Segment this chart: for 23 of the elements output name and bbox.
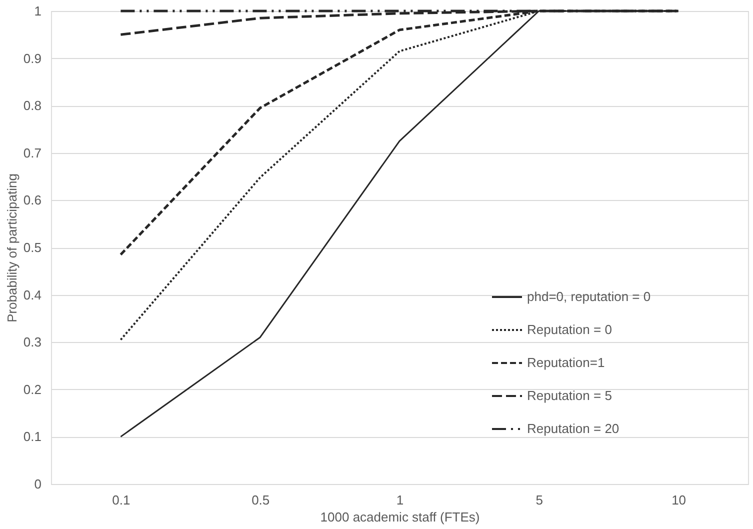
x-tick-label: 0.1 bbox=[112, 492, 130, 508]
y-tick-label: 0.6 bbox=[23, 192, 42, 208]
x-tick-label: 10 bbox=[672, 492, 686, 508]
y-tick-label: 0.5 bbox=[23, 240, 42, 255]
y-tick-label: 1 bbox=[34, 4, 42, 18]
y-tick-label: 0.3 bbox=[23, 334, 42, 350]
y-tick-label: 0.2 bbox=[23, 382, 42, 397]
x-tick-label: 0.5 bbox=[252, 492, 270, 508]
y-tick-label: 0.7 bbox=[23, 145, 42, 160]
y-tick-label: 0.4 bbox=[23, 287, 42, 302]
legend-label: phd=0, reputation = 0 bbox=[527, 289, 651, 304]
y-tick-label: 0.1 bbox=[23, 429, 42, 444]
x-tick-label: 1 bbox=[396, 492, 404, 508]
x-axis-title: 1000 academic staff (FTEs) bbox=[320, 510, 480, 524]
legend-label: Reputation = 0 bbox=[527, 322, 612, 337]
y-tick-label: 0 bbox=[34, 476, 42, 492]
legend-label: Reputation = 5 bbox=[527, 388, 612, 403]
y-axis-title: Probability of participating bbox=[4, 174, 20, 322]
y-tick-label: 0.8 bbox=[23, 98, 42, 114]
legend-label: Reputation=1 bbox=[527, 355, 605, 370]
x-tick-label: 5 bbox=[536, 492, 544, 508]
y-tick-label: 0.9 bbox=[23, 50, 42, 66]
legend-label: Reputation = 20 bbox=[527, 421, 620, 436]
